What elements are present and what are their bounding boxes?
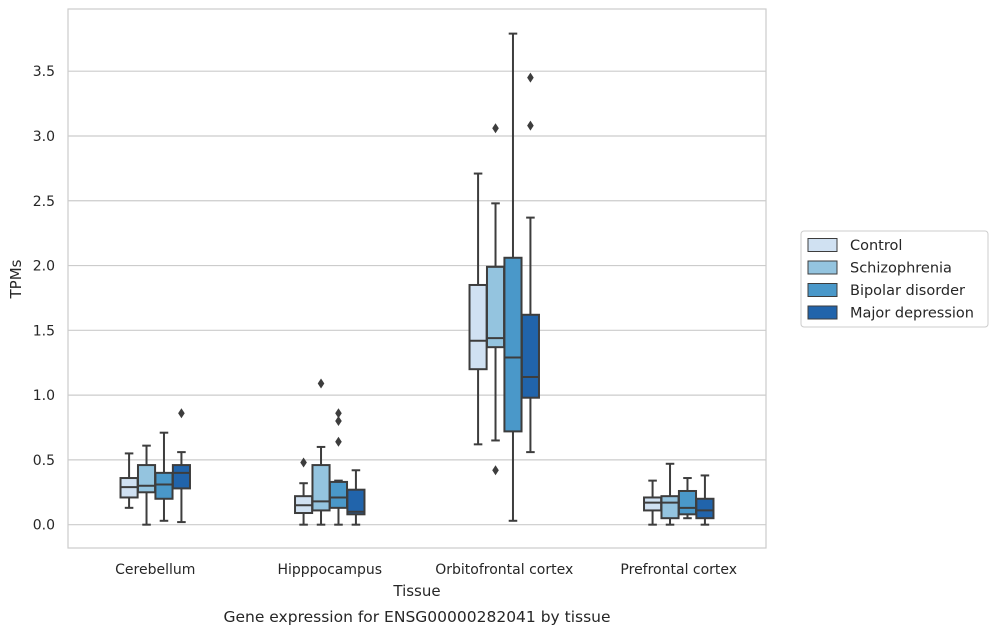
outlier-marker xyxy=(335,416,342,427)
gridlines xyxy=(68,70,766,526)
outlier-marker xyxy=(335,408,342,419)
legend-label: Control xyxy=(850,238,902,254)
box xyxy=(643,496,663,512)
box xyxy=(485,265,506,349)
legend-label: Major depression xyxy=(850,306,974,322)
plot-frame xyxy=(67,8,767,549)
y-axis-title: TPMs xyxy=(7,259,25,299)
x-tick-labels: Cerebellum Hipppocampus Orbitofrontal cort… xyxy=(115,562,737,578)
outlier-marker xyxy=(492,123,499,134)
legend-swatch xyxy=(807,305,838,320)
y-tick-label: 1.5 xyxy=(33,323,55,339)
box xyxy=(154,471,174,500)
box xyxy=(328,480,349,509)
box xyxy=(311,464,331,512)
box-plot xyxy=(695,474,715,526)
box xyxy=(171,464,191,490)
box-plot xyxy=(468,172,488,446)
box xyxy=(503,256,523,433)
box-plot xyxy=(119,452,139,509)
outlier-marker xyxy=(178,408,185,419)
y-tick-label: 1.0 xyxy=(33,388,55,404)
box xyxy=(468,283,488,371)
chart-caption: Gene expression for ENSG00000282041 by t… xyxy=(223,608,610,626)
outlier-marker xyxy=(492,465,499,476)
y-tick-label: 3.0 xyxy=(33,129,55,145)
box-plot xyxy=(171,408,191,524)
y-tick-label: 3.5 xyxy=(33,64,55,80)
box xyxy=(695,497,715,520)
y-tick-labels: 0.0 0.5 1.0 1.5 2.0 2.5 3.0 3.5 xyxy=(33,64,55,533)
x-tick-label: Prefrontal cortex xyxy=(620,562,737,578)
box-plot xyxy=(677,477,698,520)
box-plot xyxy=(154,431,174,522)
x-axis-title: Tissue xyxy=(392,582,440,600)
box xyxy=(136,464,157,494)
box-plot xyxy=(485,123,506,476)
legend-swatch xyxy=(807,260,838,275)
box xyxy=(346,488,366,516)
box xyxy=(660,495,680,520)
legend-label: Bipolar disorder xyxy=(850,283,965,299)
box-plot xyxy=(311,378,331,526)
legend-swatch xyxy=(807,238,838,252)
box-plot xyxy=(328,408,349,526)
box-plot xyxy=(136,444,157,526)
legend-frame xyxy=(800,230,989,328)
outlier-marker xyxy=(527,120,534,131)
box-plot xyxy=(660,462,680,526)
box-plots xyxy=(119,32,715,526)
x-tick-label: Cerebellum xyxy=(115,562,195,578)
y-tick-label: 0.5 xyxy=(33,453,55,469)
outlier-marker xyxy=(300,457,307,468)
legend-label: Schizophrenia xyxy=(850,261,952,277)
x-tick-label: Hipppocampus xyxy=(277,562,382,578)
box-plot xyxy=(643,479,663,526)
outlier-marker xyxy=(317,378,325,389)
y-tick-label: 0.0 xyxy=(33,518,55,534)
box-plot xyxy=(294,457,314,526)
legend: Control Schizophrenia Bipolar disorder Majo… xyxy=(800,230,989,328)
x-tick-label: Orbitofrontal cortex xyxy=(435,562,573,578)
y-tick-label: 2.0 xyxy=(33,259,55,275)
box-plot xyxy=(520,72,540,454)
y-tick-label: 2.5 xyxy=(33,194,55,210)
box-plot xyxy=(346,469,366,526)
box xyxy=(677,489,698,516)
box xyxy=(520,313,540,399)
box-plot xyxy=(503,32,523,522)
legend-swatch xyxy=(807,283,838,297)
outlier-marker xyxy=(527,72,534,83)
outlier-marker xyxy=(335,436,342,447)
